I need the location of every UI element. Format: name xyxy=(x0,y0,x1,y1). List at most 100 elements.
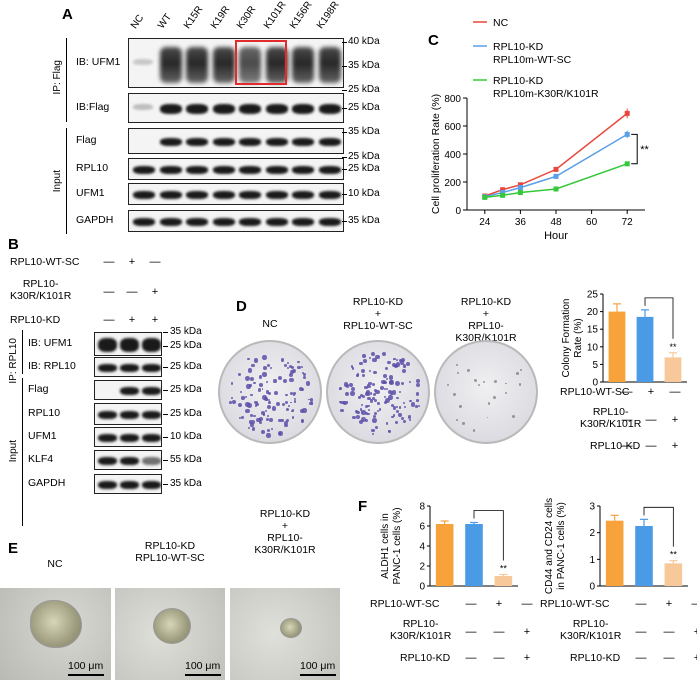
blot-3 xyxy=(128,158,344,180)
blot-2 xyxy=(128,128,344,154)
colony-dot xyxy=(247,427,250,430)
panel-e-label: E xyxy=(8,540,19,557)
blot-row-label: GAPDH xyxy=(28,477,66,489)
colony-dot xyxy=(366,384,371,389)
colony-dot xyxy=(255,402,260,407)
colony-dot xyxy=(373,412,377,416)
band xyxy=(159,191,182,199)
colony-dot xyxy=(259,383,264,388)
colony-dot xyxy=(401,368,406,373)
bar xyxy=(465,524,483,586)
colony-dot xyxy=(367,397,371,401)
smear xyxy=(186,47,208,83)
colony-dot xyxy=(274,391,279,396)
colony-dot xyxy=(381,379,386,384)
colony-dot xyxy=(245,408,250,413)
colony-dot xyxy=(415,392,419,396)
colony-dot xyxy=(384,366,389,371)
mw-marker: 35 kDa xyxy=(170,478,202,489)
bar xyxy=(635,526,653,586)
colony-dot xyxy=(360,410,364,414)
legend-label-line: RPL10m-WT-SC xyxy=(493,54,572,66)
colony-dot xyxy=(291,368,296,373)
colony-dot xyxy=(297,365,301,370)
colony-dot xyxy=(247,368,253,373)
colony-dot xyxy=(371,433,374,435)
band xyxy=(98,434,117,442)
colony-dot xyxy=(453,393,457,397)
condition-sign: — xyxy=(493,626,505,638)
lane-label: K15R xyxy=(181,4,206,32)
dish-label: RPL10-KD + RPL10- K30R/K101R xyxy=(455,296,517,344)
condition-sign: — xyxy=(149,256,161,268)
colony-dot xyxy=(300,387,304,391)
band xyxy=(186,166,208,174)
colony-dot xyxy=(350,365,354,369)
colony-dot xyxy=(361,374,366,378)
blot-row-label: UFM1 xyxy=(76,187,105,199)
colony-dot xyxy=(338,401,342,404)
condition-sign: — xyxy=(126,286,138,298)
colony-dot xyxy=(361,395,365,399)
colony-dot xyxy=(289,377,294,382)
scale-bar xyxy=(185,674,221,676)
blot-row-label: KLF4 xyxy=(28,453,54,465)
blot-5 xyxy=(128,210,344,232)
y-tick-label: 6 xyxy=(419,522,425,533)
colony-dot xyxy=(356,414,361,419)
colony-dot xyxy=(415,405,418,408)
blot-row-label: IB:Flag xyxy=(76,101,110,113)
band xyxy=(133,59,153,65)
colony-dot xyxy=(367,384,370,387)
colony-dot xyxy=(277,419,281,423)
colony-dot xyxy=(239,390,242,393)
y-axis-label-line: in PANC-1 cells (%) xyxy=(556,502,567,590)
blot-row-label: IB: UFM1 xyxy=(28,337,73,349)
colony-dot xyxy=(415,399,419,402)
colony-dot xyxy=(371,351,376,356)
colony-dot xyxy=(300,366,303,369)
blot-0 xyxy=(94,332,162,356)
colony-dish-wt-sc xyxy=(326,340,430,444)
colony-dot xyxy=(387,390,392,394)
condition-label: RPL10-KD xyxy=(570,652,621,664)
y-tick-label: 0 xyxy=(589,582,595,593)
colony-dot xyxy=(244,375,250,381)
band xyxy=(98,481,117,489)
colony-dot xyxy=(367,404,370,408)
condition-sign: — xyxy=(103,286,115,298)
colony-dot xyxy=(364,404,368,409)
sphere xyxy=(30,600,82,648)
colony-dot xyxy=(455,364,458,367)
colony-dot xyxy=(252,414,256,418)
colony-dot xyxy=(309,398,314,402)
colony-dot xyxy=(398,413,402,417)
colony-dot xyxy=(367,409,370,412)
mw-tick xyxy=(342,132,347,133)
colony-dot xyxy=(372,414,376,418)
colony-dot xyxy=(294,397,297,400)
condition-sign: + xyxy=(671,414,679,426)
colony-dot xyxy=(396,405,399,408)
y-axis-label: Colony FormationRate (%) xyxy=(561,299,584,378)
colony-dot xyxy=(392,362,397,367)
band xyxy=(212,166,235,174)
colony-dot xyxy=(345,392,350,397)
band xyxy=(265,191,288,199)
y-tick-label: 5 xyxy=(592,360,598,371)
panel-a-ip-bracket xyxy=(66,38,67,122)
condition-sign: — xyxy=(493,652,505,664)
colony-dot xyxy=(285,401,289,404)
band xyxy=(239,104,261,114)
band xyxy=(212,104,235,114)
mw-tick xyxy=(163,346,168,347)
colony-dot xyxy=(368,369,371,372)
colony-dot xyxy=(270,366,273,369)
colony-dot xyxy=(266,415,269,418)
colony-dot xyxy=(293,400,296,403)
y-axis-label-line: Rate (%) xyxy=(573,318,584,357)
panel-b-label: B xyxy=(8,236,19,253)
colony-dot xyxy=(277,375,282,380)
colony-dot xyxy=(390,391,394,394)
